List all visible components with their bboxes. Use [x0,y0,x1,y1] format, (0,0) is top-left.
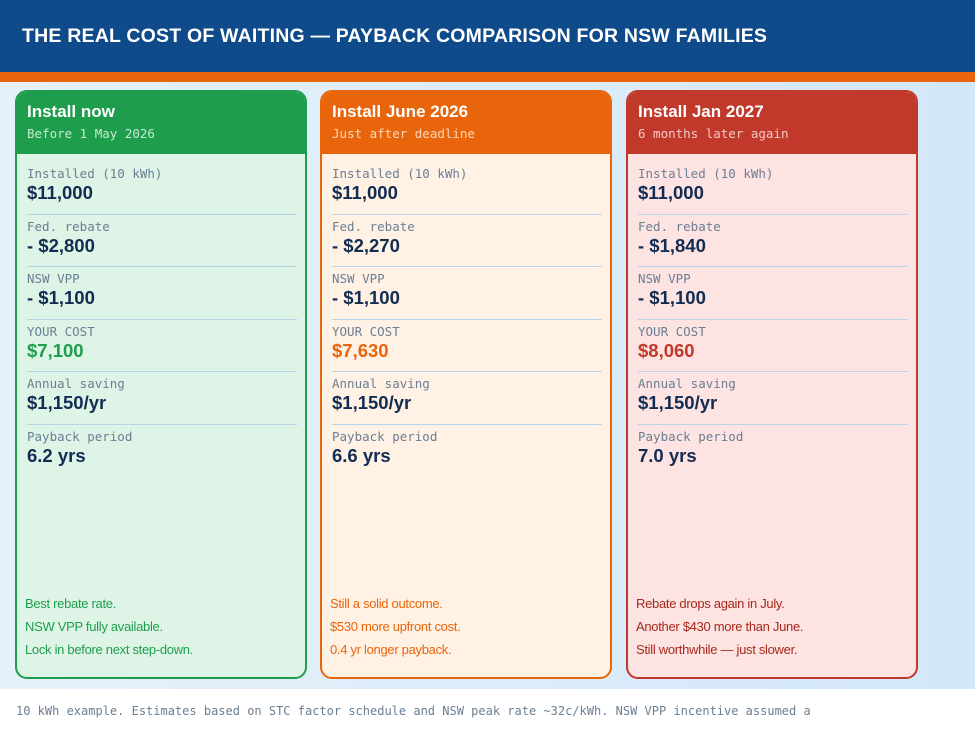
card-install-jan-2027: Install Jan 2027 6 months later again In… [626,90,918,679]
row-value: $7,100 [27,339,84,361]
row-label: YOUR COST [332,323,400,339]
footnote: 10 kWh example. Estimates based on STC f… [16,704,811,718]
card-install-now: Install now Before 1 May 2026 Installed … [15,90,307,679]
header-banner: THE REAL COST OF WAITING — PAYBACK COMPA… [0,0,975,72]
card-title: Install Jan 2027 [638,102,764,121]
row-label: YOUR COST [638,323,706,339]
row-value: $1,150/yr [27,392,107,413]
row-value: $7,630 [332,339,389,361]
cost-row: Installed (10 kWh) $11,000 [27,162,297,215]
row-value: $11,000 [638,182,704,203]
cost-row: Fed. rebate - $2,270 [332,215,602,267]
row-label: Payback period [27,428,133,444]
note-line: $530 more upfront cost. [330,619,461,634]
row-label: Fed. rebate [332,218,415,234]
note-line: Still worthwhile — just slower. [636,642,798,657]
cost-row: Installed (10 kWh) $11,000 [638,162,908,215]
cost-row: NSW VPP - $1,100 [638,267,908,320]
row-label: Installed (10 kWh) [638,166,774,181]
cost-row: Payback period 6.2 yrs [27,425,297,478]
card-notes: Still a solid outcome. $530 more upfront … [330,592,461,661]
cost-row: Installed (10 kWh) $11,000 [332,162,602,215]
page-title: THE REAL COST OF WAITING — PAYBACK COMPA… [22,25,768,47]
cost-row: YOUR COST $8,060 [638,320,908,372]
row-value: - $2,270 [332,234,400,256]
row-value: 6.6 yrs [332,444,391,466]
cost-row: YOUR COST $7,100 [27,320,297,372]
note-line: 0.4 yr longer payback. [330,642,452,657]
row-value: $8,060 [638,339,695,361]
cost-row: Payback period 6.6 yrs [332,425,602,478]
row-label: Fed. rebate [638,218,721,234]
row-value: $1,150/yr [332,392,412,413]
note-line: Another $430 more than June. [636,619,804,634]
row-label: Annual saving [638,376,736,391]
cost-row: Payback period 7.0 yrs [638,425,908,478]
row-value: $11,000 [27,182,93,203]
card-header: Install June 2026 Just after deadline [322,92,610,154]
cost-row: Fed. rebate - $2,800 [27,215,297,267]
card-install-june-2026: Install June 2026 Just after deadline In… [320,90,612,679]
card-notes: Rebate drops again in July. Another $430 … [636,592,804,661]
row-value: $1,150/yr [638,392,718,413]
note-line: Lock in before next step-down. [25,642,194,657]
note-line: NSW VPP fully available. [25,619,163,634]
row-value: - $1,100 [332,287,400,308]
card-title: Install June 2026 [332,102,469,121]
cost-row: Annual saving $1,150/yr [27,372,297,425]
row-label: Payback period [638,428,744,444]
card-header: Install Jan 2027 6 months later again [628,92,916,154]
card-notes: Best rebate rate. NSW VPP fully available… [25,592,193,661]
row-label: Fed. rebate [27,218,110,234]
row-label: Annual saving [27,376,125,391]
card-header: Install now Before 1 May 2026 [17,92,305,154]
cost-row: Annual saving $1,150/yr [332,372,602,425]
cost-row: Annual saving $1,150/yr [638,372,908,425]
cost-row: NSW VPP - $1,100 [27,267,297,320]
row-label: Installed (10 kWh) [27,166,163,181]
row-value: - $2,800 [27,234,95,256]
row-value: $11,000 [332,182,398,203]
row-value: 7.0 yrs [638,444,697,466]
row-value: 6.2 yrs [27,444,86,466]
note-line: Still a solid outcome. [330,596,443,611]
row-label: NSW VPP [638,271,691,286]
card-subtitle: 6 months later again [638,126,789,141]
row-label: YOUR COST [27,323,95,339]
card-title: Install now [27,102,115,121]
row-label: Payback period [332,428,438,444]
card-subtitle: Just after deadline [332,126,475,141]
note-line: Rebate drops again in July. [636,596,785,611]
row-label: Installed (10 kWh) [332,166,468,181]
note-line: Best rebate rate. [25,596,117,611]
row-value: - $1,100 [27,287,95,308]
row-label: NSW VPP [332,271,385,286]
cost-row: YOUR COST $7,630 [332,320,602,372]
cost-row: NSW VPP - $1,100 [332,267,602,320]
row-label: NSW VPP [27,271,80,286]
row-value: - $1,840 [638,234,706,256]
cost-row: Fed. rebate - $1,840 [638,215,908,267]
row-value: - $1,100 [638,287,706,308]
card-subtitle: Before 1 May 2026 [27,126,155,141]
accent-stripe [0,72,975,82]
row-label: Annual saving [332,376,430,391]
